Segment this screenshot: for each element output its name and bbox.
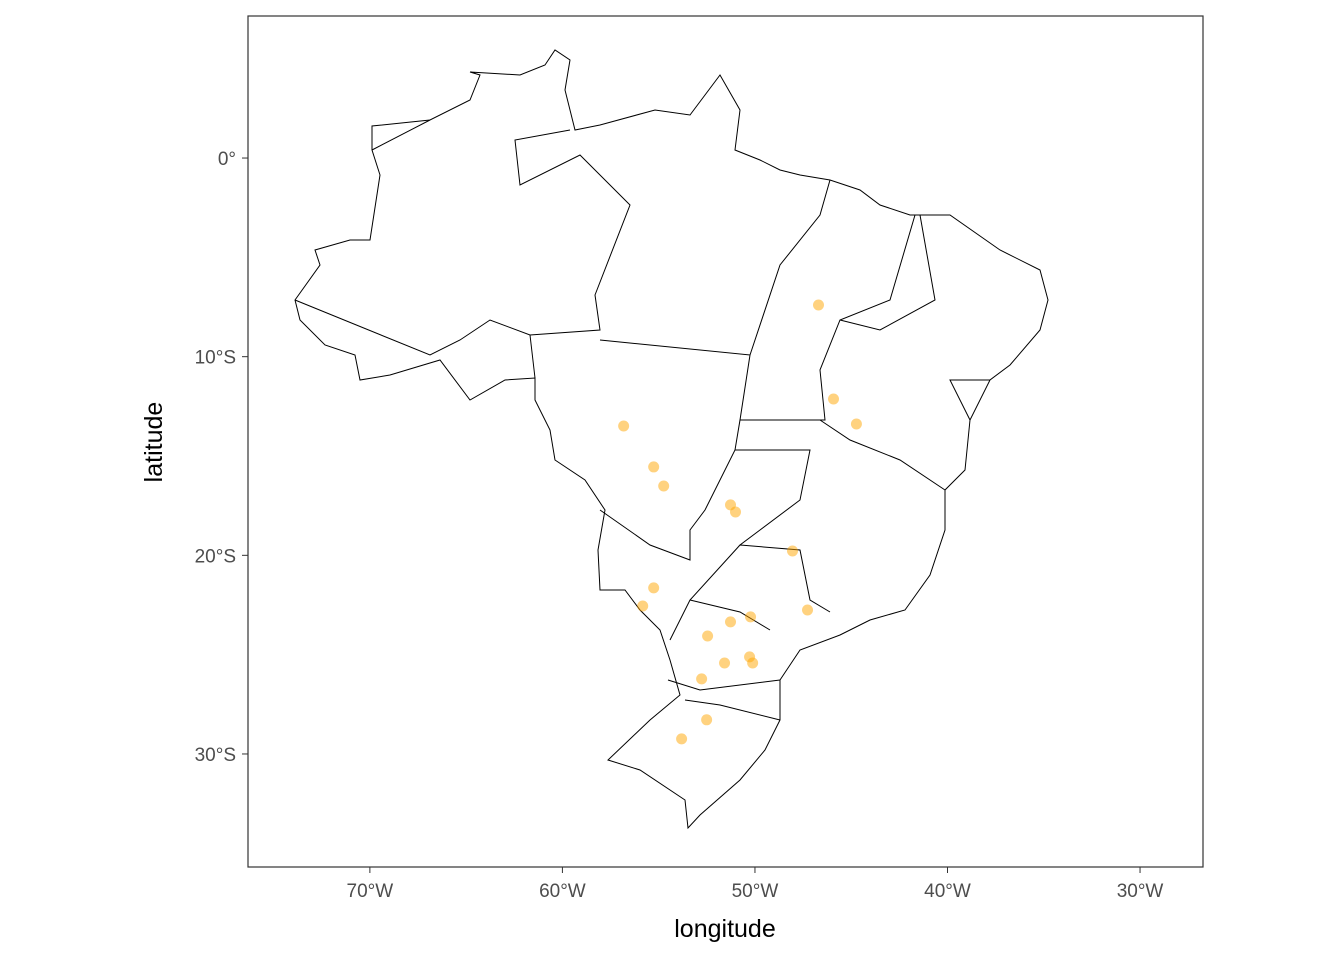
point	[648, 461, 660, 473]
country-border	[294, 49, 1049, 830]
point	[850, 418, 862, 430]
x-tick-label: 40°W	[924, 881, 971, 902]
x-tick-label: 70°W	[347, 881, 394, 902]
x-tick-label: 30°W	[1117, 881, 1164, 902]
point	[812, 299, 824, 311]
point	[648, 582, 660, 594]
y-tick-label: 0°	[218, 149, 236, 170]
point	[658, 480, 670, 492]
point	[730, 506, 742, 518]
x-tick-label: 60°W	[539, 881, 586, 902]
point	[701, 714, 713, 726]
x-axis-title: longitude	[674, 915, 775, 943]
point	[787, 545, 799, 557]
point	[637, 600, 649, 612]
point	[618, 420, 630, 432]
point	[719, 657, 731, 669]
point	[747, 657, 759, 669]
y-tick-label: 30°S	[195, 745, 236, 766]
point	[802, 604, 814, 616]
point	[745, 611, 757, 623]
point	[702, 630, 714, 642]
point	[828, 393, 840, 405]
point	[696, 673, 708, 685]
y-tick-label: 10°S	[195, 348, 236, 369]
point	[676, 733, 688, 745]
y-axis-title: latitude	[140, 402, 168, 483]
state-borders	[294, 119, 990, 721]
x-tick-label: 50°W	[732, 881, 779, 902]
point	[725, 616, 737, 628]
y-tick-label: 20°S	[195, 546, 236, 567]
panel-border	[247, 15, 1204, 868]
map-outline	[294, 49, 1049, 830]
